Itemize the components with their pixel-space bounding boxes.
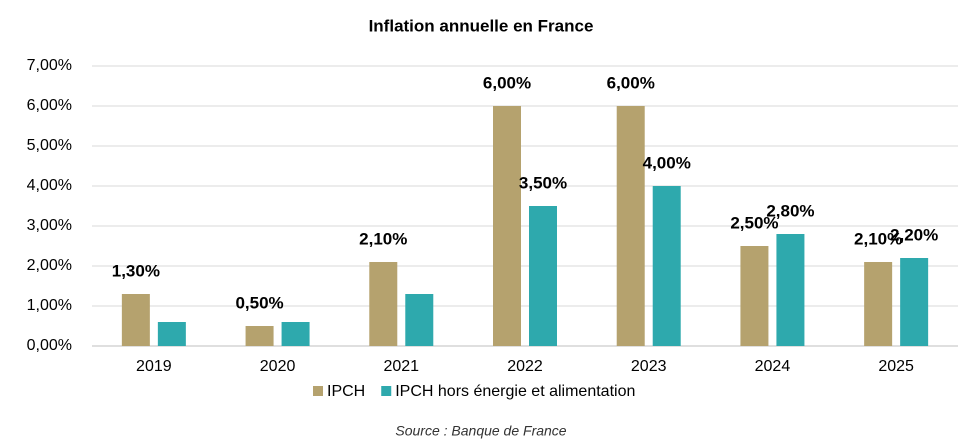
legend-swatch xyxy=(381,386,392,396)
y-tick-label: 4,00% xyxy=(27,177,72,194)
bar xyxy=(529,206,557,346)
x-tick-label: 2023 xyxy=(631,358,667,375)
data-label: 2,50% xyxy=(730,213,778,232)
x-tick-label: 2021 xyxy=(383,358,419,375)
data-label: 2,80% xyxy=(766,201,814,220)
x-tick-label: 2019 xyxy=(136,358,172,375)
bar xyxy=(369,262,398,346)
data-label: 4,00% xyxy=(643,153,691,172)
data-label: 3,50% xyxy=(519,173,567,192)
data-label: 0,50% xyxy=(235,293,283,312)
chart-title: Inflation annuelle en France xyxy=(369,16,594,35)
data-label: 2,10% xyxy=(854,229,902,248)
bar xyxy=(616,106,645,346)
bar xyxy=(900,258,929,346)
x-tick-label: 2020 xyxy=(260,358,296,375)
bar xyxy=(281,322,310,346)
bar xyxy=(864,262,893,346)
bar xyxy=(405,294,434,346)
y-tick-label: 7,00% xyxy=(27,57,72,74)
x-tick-label: 2024 xyxy=(755,358,791,375)
legend-swatch xyxy=(313,386,323,396)
data-label: 6,00% xyxy=(607,73,655,92)
bar xyxy=(121,294,150,346)
y-tick-label: 0,00% xyxy=(27,337,72,354)
source-note: Source : Banque de France xyxy=(395,423,566,439)
x-tick-label: 2022 xyxy=(507,358,543,375)
y-tick-label: 3,00% xyxy=(27,217,72,234)
bar xyxy=(740,246,769,346)
y-tick-label: 1,00% xyxy=(27,297,72,314)
data-label: 2,10% xyxy=(359,229,407,248)
data-label: 1,30% xyxy=(112,261,160,280)
bar xyxy=(493,106,521,346)
bar xyxy=(157,322,186,346)
legend-label: IPCH xyxy=(327,383,365,400)
y-tick-label: 6,00% xyxy=(27,97,72,114)
x-tick-label: 2025 xyxy=(878,358,914,375)
legend-label: IPCH hors énergie et alimentation xyxy=(395,383,635,400)
data-label: 2,20% xyxy=(890,225,938,244)
data-label: 6,00% xyxy=(483,73,531,92)
bar xyxy=(245,326,274,346)
y-tick-label: 5,00% xyxy=(27,137,72,154)
bar xyxy=(776,234,805,346)
y-tick-label: 2,00% xyxy=(27,257,72,274)
bar xyxy=(652,186,681,346)
